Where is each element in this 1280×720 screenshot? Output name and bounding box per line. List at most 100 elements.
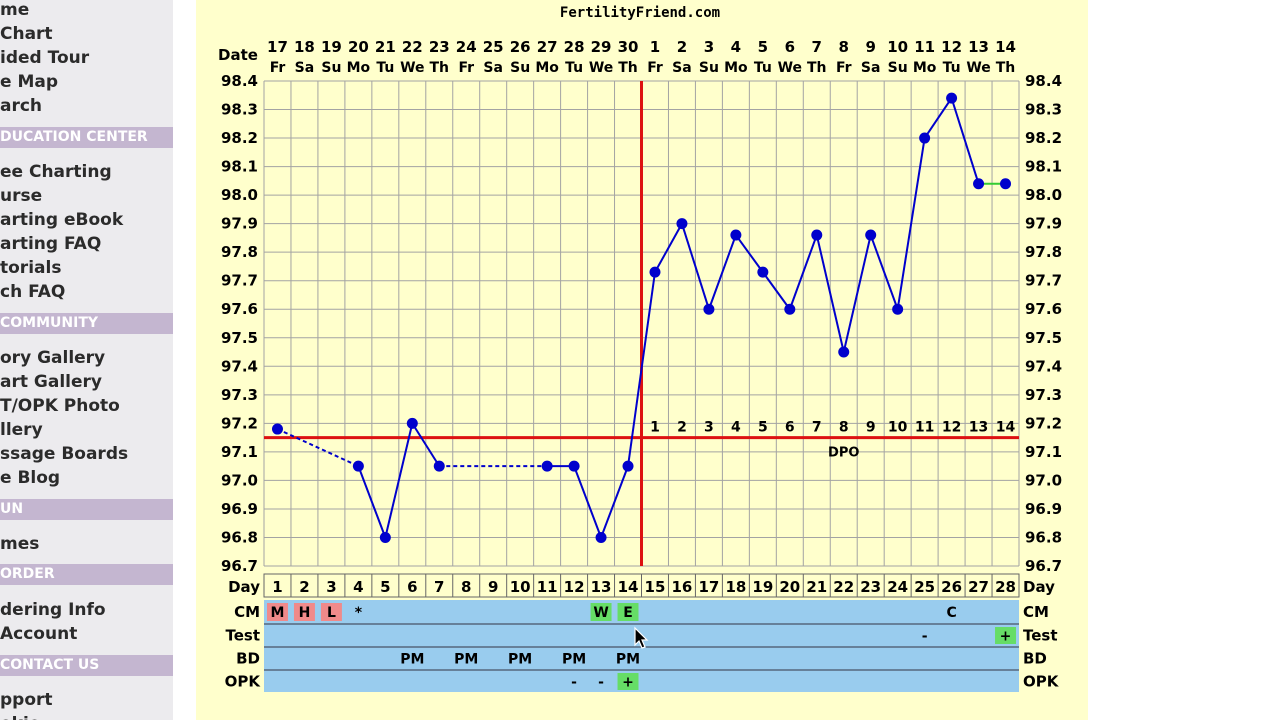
sidebar-link[interactable]: urse [0, 186, 42, 206]
y-tick-left: 97.7 [221, 272, 258, 290]
weekday-label: Mo [535, 60, 559, 76]
date-label: 3 [704, 38, 714, 56]
weekday-label: Su [888, 60, 908, 76]
dpo-number: 10 [888, 420, 908, 436]
sidebar-section-title: DUCATION CENTER [0, 129, 148, 145]
y-tick-right: 98.3 [1025, 101, 1062, 119]
weekday-label: Tu [376, 60, 394, 76]
temp-point [703, 303, 715, 315]
dpo-label: DPO [828, 446, 859, 461]
date-label: 30 [618, 38, 639, 56]
sidebar-link[interactable]: ided Tour [0, 48, 89, 68]
sidebar-link[interactable]: e Map [0, 72, 58, 92]
day-row-label-right: Day [1023, 578, 1055, 596]
day-number: 24 [887, 578, 908, 596]
y-tick-right: 97.5 [1025, 329, 1062, 347]
day-number: 23 [860, 578, 881, 596]
dpo-number: 4 [731, 420, 741, 436]
date-label: 11 [914, 38, 935, 56]
bd-value: PM [400, 652, 424, 668]
cm-value: E [623, 605, 633, 621]
sidebar-link-label: ssage Boards [0, 444, 129, 464]
series-segment [573, 465, 602, 538]
series-segment [896, 137, 926, 310]
y-tick-right: 96.7 [1025, 557, 1062, 575]
series-segment [923, 97, 953, 139]
cm-value: W [593, 605, 608, 621]
temp-point [757, 266, 769, 278]
sidebar-link[interactable]: torials [0, 258, 61, 278]
series-segment [357, 465, 387, 538]
cm-value: C [946, 605, 956, 621]
weekday-label: Fr [270, 60, 286, 76]
y-tick-left: 97.6 [221, 300, 258, 318]
series-segment [680, 223, 710, 310]
sidebar-link-label: pport [0, 690, 53, 710]
mouse-cursor-icon [634, 626, 649, 649]
day-row-label-left: Day [228, 578, 260, 596]
sidebar-link[interactable]: Chart [0, 24, 53, 44]
sidebar-link[interactable]: e Blog [0, 468, 60, 488]
date-label: 12 [941, 38, 962, 56]
sidebar-link[interactable]: art Gallery [0, 372, 102, 392]
weekday-label: Sa [295, 60, 315, 76]
opk-row-label-right: OPK [1023, 673, 1060, 691]
series-segment [950, 97, 980, 185]
sidebar-link[interactable]: dering Info [0, 600, 106, 620]
temp-point [595, 531, 607, 543]
series-segment [277, 428, 359, 468]
sidebar-link[interactable]: ssage Boards [0, 444, 128, 464]
sidebar-link[interactable]: mes [0, 534, 39, 554]
sidebar-link-label: arch [0, 96, 43, 116]
sidebar-link[interactable]: ory Gallery [0, 348, 105, 368]
temperature-series [271, 92, 1012, 543]
day-number: 14 [618, 578, 639, 596]
dpo-number: 6 [785, 420, 795, 436]
sidebar-link[interactable]: me [0, 0, 29, 20]
sidebar-link[interactable]: ee Charting [0, 162, 112, 182]
y-tick-left: 97.2 [221, 414, 258, 432]
right-margin [1088, 0, 1280, 720]
sidebar-link-label: arting eBook [0, 210, 124, 230]
temp-point [784, 303, 796, 315]
temp-point [406, 417, 418, 429]
temp-point [649, 266, 661, 278]
series-segment [815, 234, 845, 353]
y-tick-left: 97.5 [221, 329, 258, 347]
day-number: 19 [752, 578, 773, 596]
day-number: 5 [380, 578, 390, 596]
sidebar-link[interactable]: T/OPK Photo [0, 396, 120, 416]
sidebar-link[interactable]: llery [0, 420, 43, 440]
sidebar-link[interactable]: Account [0, 624, 77, 644]
sidebar-link-label: Chart [0, 24, 53, 44]
date-label: 19 [321, 38, 342, 56]
temp-point [379, 531, 391, 543]
series-segment [788, 234, 818, 310]
weekday-label: Sa [483, 60, 503, 76]
dpo-number: 3 [704, 420, 714, 436]
temp-point [919, 132, 931, 144]
temp-point [892, 303, 904, 315]
series-segment [384, 423, 414, 538]
sidebar-link[interactable]: arting FAQ [0, 234, 101, 254]
weekday-label: Th [430, 60, 450, 76]
sidebar-section-header: ORDER [0, 564, 173, 585]
weekday-label: Tu [565, 60, 583, 76]
bbt-chart: FertilityFriend.com Date 17 18 19 20 21 22 23 2… [196, 0, 1088, 720]
dpo-number: 8 [839, 420, 849, 436]
sidebar-link-label: okie [0, 714, 40, 720]
sidebar-link[interactable]: ch FAQ [0, 282, 65, 302]
series-segment [842, 234, 872, 353]
sidebar-link[interactable]: pport [0, 690, 53, 710]
test-cell [995, 627, 1016, 644]
weekday-label: Fr [836, 60, 852, 76]
weekday-label: Th [996, 60, 1016, 76]
date-label: 29 [591, 38, 612, 56]
temp-point [271, 423, 283, 435]
sidebar-link-label: arting FAQ [0, 234, 102, 254]
sidebar-link[interactable]: arch [0, 96, 42, 116]
sidebar-link[interactable]: arting eBook [0, 210, 123, 230]
sidebar-link[interactable]: okie [0, 714, 40, 720]
y-tick-right: 98.1 [1025, 158, 1062, 176]
sidebar-link-label: urse [0, 186, 43, 206]
